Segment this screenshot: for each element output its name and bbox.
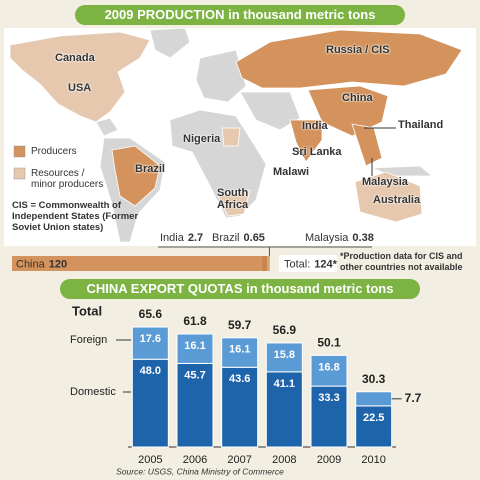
country-label: Nigeria xyxy=(183,133,221,145)
land xyxy=(195,49,247,103)
total-value: 124* xyxy=(314,258,337,270)
land xyxy=(95,117,119,137)
value-label: 41.1 xyxy=(274,378,295,390)
land xyxy=(351,123,383,167)
legend-swatch xyxy=(13,145,26,158)
value-label: 16.1 xyxy=(184,340,205,352)
x-tick-label: 2010 xyxy=(361,454,385,466)
series-name: Malaysia xyxy=(305,232,349,244)
land xyxy=(169,109,267,219)
value-label: 33.3 xyxy=(318,392,339,404)
x-tick-label: 2008 xyxy=(272,454,296,466)
total-value: 61.8 xyxy=(183,314,207,328)
bar-label: China 120 xyxy=(16,258,67,270)
country-label: India xyxy=(302,120,328,132)
country-label: South Africa xyxy=(217,187,249,211)
footnote: *Production data for CIS and other count… xyxy=(340,251,463,272)
total-name: Total xyxy=(72,303,102,318)
legend-label: Foreign xyxy=(70,334,107,346)
bar-segment xyxy=(265,371,303,448)
total-value: 30.3 xyxy=(362,372,386,386)
legend-swatch xyxy=(13,167,26,180)
x-tick-label: 2005 xyxy=(138,454,162,466)
value-label: 16.1 xyxy=(229,344,250,356)
bar-segment xyxy=(261,256,268,271)
bar-segment xyxy=(131,326,169,360)
chart-title: 2009 PRODUCTION in thousand metric tons xyxy=(75,5,405,25)
land xyxy=(289,119,323,163)
total-box xyxy=(279,255,337,272)
land xyxy=(239,91,301,131)
total-value: 56.9 xyxy=(273,323,297,337)
value-label: 43.6 xyxy=(229,373,250,385)
series-name: China xyxy=(16,258,46,270)
total-value: 65.6 xyxy=(139,307,163,321)
map-note: CIS = Commonwealth of Independent States… xyxy=(12,200,139,233)
country-label: USA xyxy=(68,82,92,94)
bar-segment xyxy=(310,354,348,387)
land xyxy=(217,189,251,217)
country-label: Thailand xyxy=(398,119,444,131)
country-label: Malawi xyxy=(273,166,310,178)
value-label: 22.5 xyxy=(363,412,384,424)
total-value: 50.1 xyxy=(317,336,341,350)
value-label: 2.7 xyxy=(188,232,203,244)
source: Source: USGS, China Ministry of Commerce xyxy=(116,466,284,476)
value-label: 17.6 xyxy=(140,333,161,345)
country-label: Brazil xyxy=(135,163,165,175)
value-label: 0.65 xyxy=(244,232,265,244)
bar-segment xyxy=(131,358,169,448)
value-label: 45.7 xyxy=(184,369,205,381)
series-name: Brazil xyxy=(212,232,240,244)
world-map xyxy=(9,27,463,243)
value-label: 7.7 xyxy=(405,391,422,405)
country-label: China xyxy=(342,92,373,104)
country-label: Malaysia xyxy=(362,176,408,188)
leader-line xyxy=(295,147,305,157)
x-tick-label: 2007 xyxy=(227,454,251,466)
bar-segment xyxy=(310,385,348,448)
value-label: 15.8 xyxy=(274,349,295,361)
value-label: 120 xyxy=(49,258,67,270)
bar-label: Brazil 0.65 xyxy=(212,232,265,244)
bar-segment xyxy=(12,256,262,271)
country-label: Australia xyxy=(373,194,421,206)
value-label: 0.38 xyxy=(352,232,373,244)
bar-label: Malaysia 0.38 xyxy=(305,232,374,244)
value-label: 16.8 xyxy=(318,361,339,373)
bar-segment xyxy=(265,342,303,373)
bar-segment xyxy=(355,391,393,407)
legend-label: Domestic xyxy=(70,386,116,398)
value-label: 48.0 xyxy=(140,365,161,377)
bar-segment xyxy=(267,256,269,271)
x-tick-label: 2009 xyxy=(317,454,341,466)
land xyxy=(149,27,191,59)
land xyxy=(235,29,463,89)
country-label: Russia / CIS xyxy=(326,44,390,56)
bar-segment xyxy=(176,333,214,364)
bar-segment xyxy=(221,337,259,368)
series-name: India xyxy=(160,232,185,244)
country-label: Canada xyxy=(55,52,95,64)
chart-title: CHINA EXPORT QUOTAS in thousand metric t… xyxy=(60,279,420,299)
legend-label: Producers xyxy=(31,146,77,157)
country-label: Sri Lanka xyxy=(292,146,342,158)
total-label: Total: 124* xyxy=(284,258,338,270)
land xyxy=(354,171,423,223)
land xyxy=(111,145,161,207)
bar-segment xyxy=(268,256,270,271)
total-value: 59.7 xyxy=(228,318,252,332)
land xyxy=(221,127,241,147)
x-tick-label: 2006 xyxy=(183,454,207,466)
bar-label: India 2.7 xyxy=(160,232,203,244)
land xyxy=(9,31,151,123)
total-name: Total: xyxy=(284,258,310,270)
legend-label: Resources / minor producers xyxy=(31,168,104,190)
